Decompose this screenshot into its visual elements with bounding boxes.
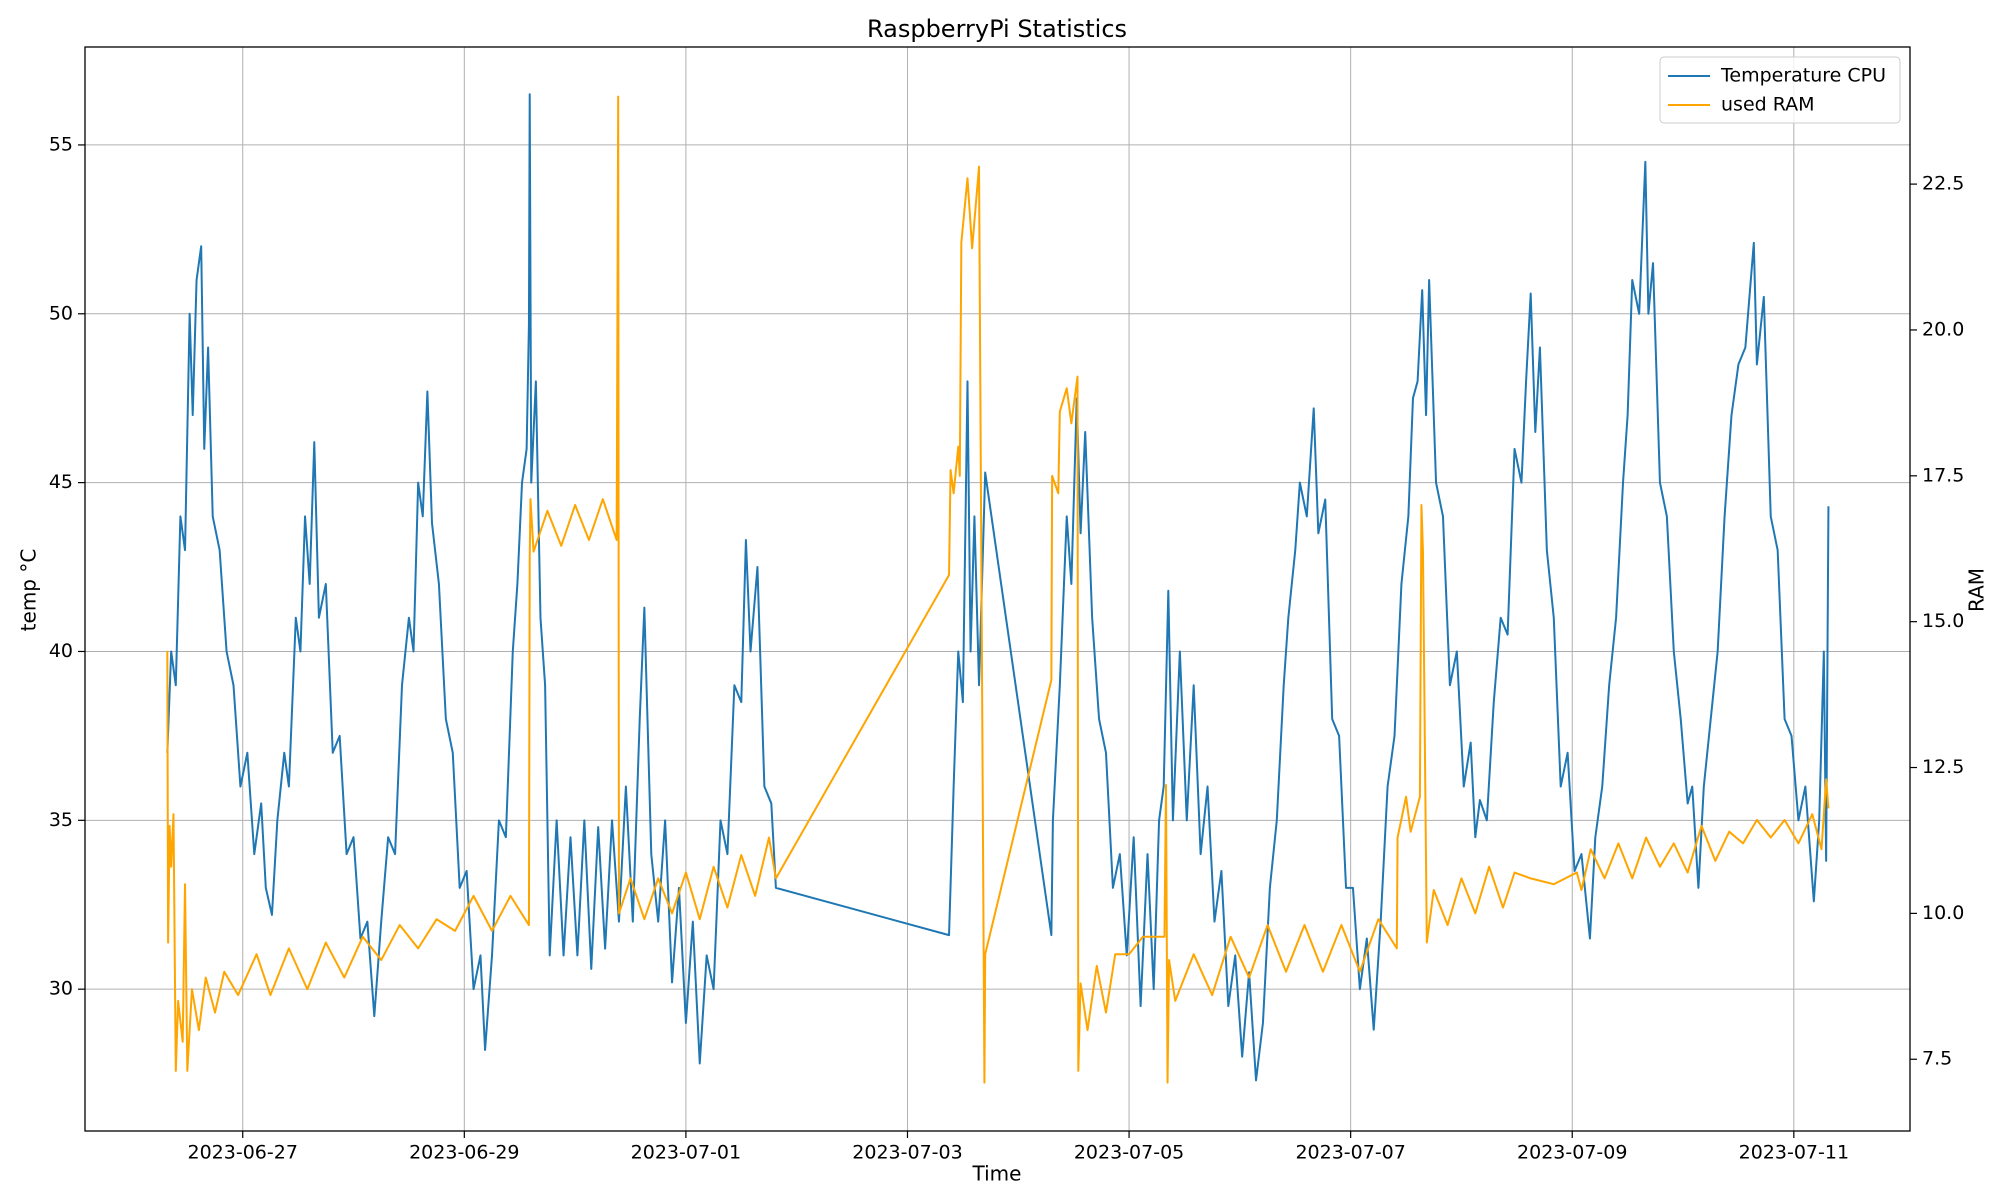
x-tick-label: 2023-07-11: [1739, 1142, 1849, 1164]
y2-tick-label: 15.0: [1922, 610, 1964, 632]
y2-tick-label: 20.0: [1922, 318, 1964, 340]
y2-tick-label: 10.0: [1922, 902, 1964, 924]
y-tick-label: 50: [49, 302, 73, 324]
y-tick-label: 40: [49, 640, 73, 662]
y-tick-label: 55: [49, 133, 73, 155]
x-tick-label: 2023-06-29: [409, 1142, 519, 1164]
x-tick-label: 2023-07-07: [1295, 1142, 1405, 1164]
data-line: [166, 93, 1830, 1082]
x-tick-label: 2023-07-09: [1517, 1142, 1627, 1164]
legend-box: [1659, 56, 1901, 124]
legend: Temperature CPU used RAM: [1659, 56, 1901, 124]
chart-title: RaspberryPi Statistics: [867, 15, 1127, 43]
y-tick-label: 35: [49, 809, 73, 831]
y2-tick-label: 22.5: [1922, 173, 1964, 195]
y2-axis-label: RAM: [1965, 568, 1989, 612]
legend-label: used RAM: [1721, 94, 1815, 116]
x-tick-label: 2023-07-01: [631, 1142, 741, 1164]
y-tick-label: 30: [49, 978, 73, 1000]
y-axis-label: temp °C: [17, 549, 41, 632]
x-tick-label: 2023-07-03: [852, 1142, 962, 1164]
y-tick-label: 45: [49, 471, 73, 493]
x-tick-label: 2023-07-05: [1074, 1142, 1184, 1164]
y2-tick-label: 17.5: [1922, 464, 1964, 486]
plot-frame: [84, 46, 1911, 1132]
x-axis-label: Time: [972, 1162, 1022, 1186]
y2-tick-label: 12.5: [1922, 756, 1964, 778]
legend-label: Temperature CPU: [1720, 65, 1886, 87]
data-line: [166, 95, 1830, 1084]
x-tick-label: 2023-06-27: [188, 1142, 298, 1164]
y2-tick-label: 7.5: [1922, 1048, 1952, 1070]
